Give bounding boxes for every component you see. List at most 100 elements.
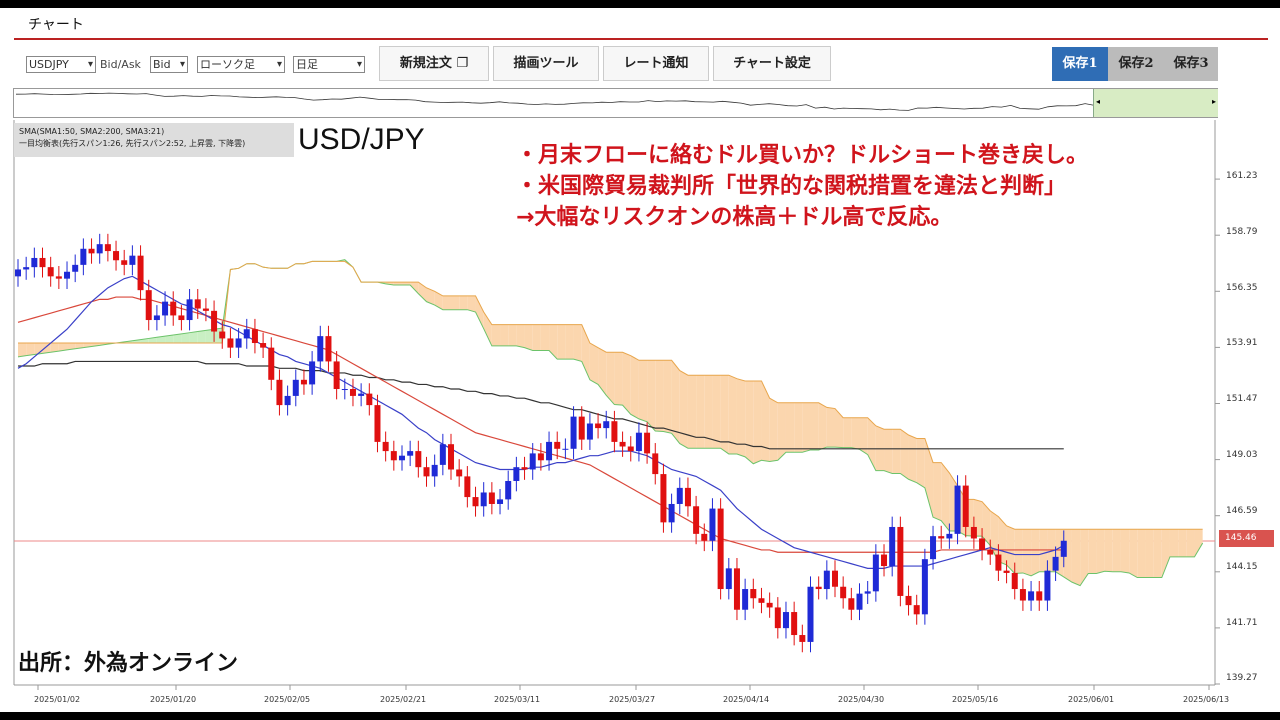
- candle-body: [227, 338, 234, 348]
- candle-body: [815, 586, 822, 590]
- candle-body: [219, 331, 226, 339]
- candle-body: [529, 453, 536, 470]
- timeframe-select[interactable]: 日足 ▾: [293, 56, 365, 73]
- ichimoku-cloud-segment: [802, 402, 811, 453]
- candle-body: [300, 379, 307, 385]
- candle-body: [684, 487, 691, 507]
- candle-body: [979, 538, 986, 550]
- ichimoku-cloud-segment: [826, 407, 835, 448]
- candle-body: [970, 526, 977, 539]
- candle-body: [72, 264, 79, 272]
- overview-range-handle[interactable]: ◂ ▸: [1093, 89, 1218, 117]
- candle-body: [1044, 570, 1051, 601]
- overview-navigator[interactable]: ◂ ▸: [13, 88, 1218, 118]
- candle-body: [145, 290, 152, 321]
- candle-body: [660, 474, 667, 523]
- save-slot-1-button[interactable]: 保存1: [1052, 47, 1108, 81]
- candle-body: [390, 451, 397, 461]
- candle-body: [611, 421, 618, 442]
- ichimoku-cloud-segment: [491, 324, 501, 346]
- date-tick: 2025/02/05: [264, 695, 311, 704]
- candle-body: [823, 570, 830, 590]
- candle-body: [668, 503, 675, 523]
- candle-body: [96, 244, 103, 254]
- candle-body: [676, 487, 683, 504]
- chart-settings-button[interactable]: チャート設定: [713, 46, 831, 81]
- date-tick: 2025/02/21: [380, 695, 427, 704]
- ichimoku-cloud-segment: [1178, 529, 1187, 557]
- candle-body: [1028, 591, 1035, 601]
- candle-body: [260, 343, 267, 348]
- save-slot-2-button[interactable]: 保存2: [1108, 47, 1164, 81]
- candle-body: [1003, 570, 1010, 573]
- ichimoku-cloud-segment: [573, 324, 582, 362]
- ichimoku-cloud-segment: [998, 516, 1007, 565]
- candle-body: [186, 299, 193, 321]
- candle-body: [987, 549, 994, 555]
- candle-body: [480, 492, 487, 507]
- note-line-3: →大幅なリスクオンの株高＋ドル高で反応。: [516, 205, 953, 230]
- ichimoku-cloud-segment: [467, 295, 476, 312]
- ichimoku-cloud-segment: [818, 402, 827, 450]
- ichimoku-cloud-segment: [524, 324, 533, 351]
- price-tick: 144.15: [1226, 562, 1258, 572]
- candle-body: [725, 568, 732, 590]
- ichimoku-cloud-segment: [589, 343, 599, 385]
- rate-alert-button[interactable]: レート通知: [603, 46, 709, 81]
- ichimoku-cloud-segment: [900, 429, 909, 480]
- candle-body: [717, 508, 724, 590]
- candle-body: [742, 589, 749, 610]
- ichimoku-cloud-segment: [941, 462, 950, 531]
- candle-body: [80, 248, 87, 265]
- candle-body: [570, 416, 577, 449]
- symbol-select[interactable]: USDJPY ▾: [26, 56, 96, 73]
- candle-body: [456, 469, 463, 477]
- candle-body: [1060, 540, 1067, 557]
- ichimoku-cloud-segment: [549, 324, 558, 360]
- price-tick: 161.23: [1226, 171, 1258, 181]
- bidask-select[interactable]: Bid ▾: [150, 56, 188, 73]
- ichimoku-cloud-segment: [1120, 529, 1130, 573]
- caret-right-icon[interactable]: ▸: [1211, 97, 1216, 106]
- symbol-label: USD/JPY: [298, 123, 425, 156]
- candle-body: [946, 533, 953, 539]
- ichimoku-cloud-segment: [1161, 529, 1170, 578]
- ichimoku-cloud-segment: [753, 380, 762, 464]
- drawing-tools-button[interactable]: 描画ツール: [493, 46, 599, 81]
- save-slot-3-button[interactable]: 保存3: [1164, 47, 1218, 81]
- candle-body: [889, 526, 896, 567]
- candle-body: [382, 441, 389, 452]
- title-bar: チャート: [14, 8, 1268, 40]
- ichimoku-cloud-segment: [647, 360, 656, 431]
- chevron-down-icon: ▾: [179, 59, 185, 70]
- ichimoku-cloud-segment: [982, 501, 991, 546]
- candle-body: [415, 451, 422, 468]
- candle-body: [1052, 556, 1059, 571]
- ichimoku-cloud-segment: [165, 334, 174, 344]
- new-order-button[interactable]: 新規注文 ❐: [379, 46, 489, 81]
- candle-body: [619, 441, 626, 447]
- candle-body: [848, 598, 855, 610]
- ichimoku-cloud-segment: [630, 355, 639, 419]
- caret-left-icon[interactable]: ◂: [1096, 97, 1101, 106]
- ichimoku-cloud-segment: [736, 378, 746, 457]
- ichimoku-cloud-segment: [696, 375, 705, 449]
- source-label: 出所：外為オンライン: [18, 651, 239, 676]
- candle-body: [113, 251, 120, 261]
- ichimoku-cloud-segment: [451, 295, 460, 310]
- candle-body: [709, 508, 716, 541]
- overview-line: [15, 92, 1207, 111]
- candle-body: [1036, 591, 1043, 601]
- candle-body: [23, 267, 30, 270]
- candle-body: [284, 395, 291, 406]
- candle-body: [464, 476, 471, 498]
- ichimoku-cloud-segment: [132, 339, 141, 344]
- price-tick: 146.59: [1226, 506, 1258, 516]
- date-tick: 2025/01/02: [34, 695, 81, 704]
- ichimoku-cloud-segment: [58, 343, 68, 352]
- chart-type-select[interactable]: ローソク足 ▾: [197, 56, 285, 73]
- candle-body: [317, 336, 324, 362]
- candle-body: [64, 271, 71, 279]
- candle-body: [235, 338, 242, 348]
